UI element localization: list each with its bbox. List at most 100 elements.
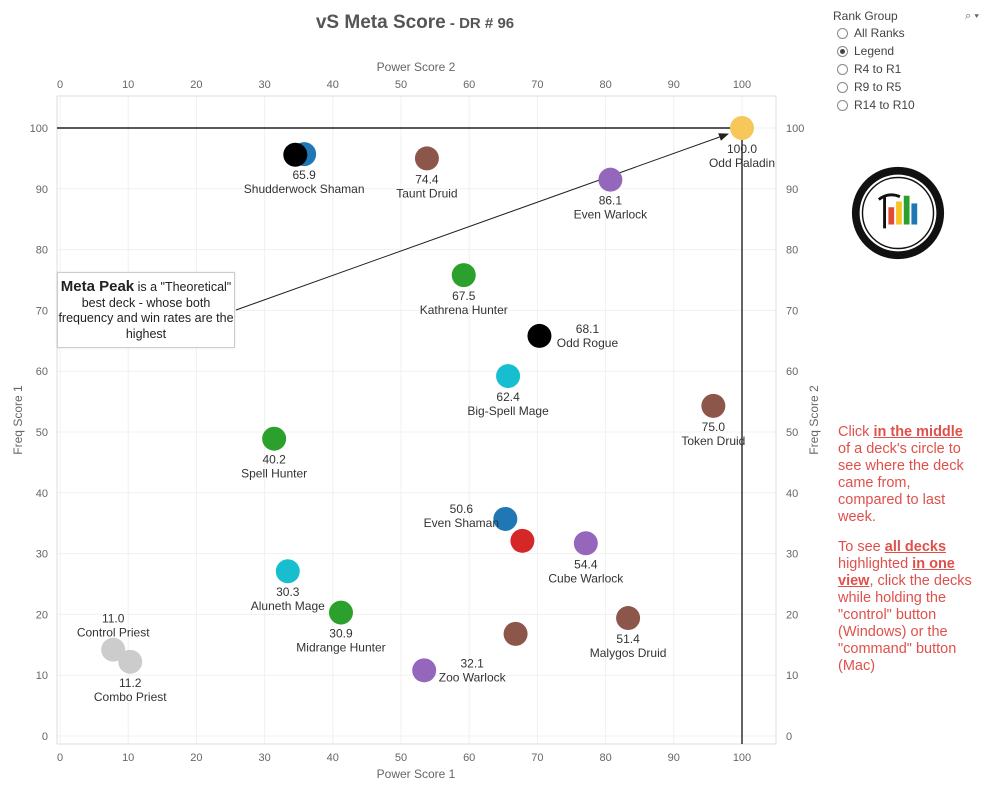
scatter-chart: 0010102020303040405050606070708080909010… [11, 60, 821, 781]
radio-icon[interactable] [837, 27, 848, 39]
deck-point [262, 426, 287, 451]
deck-point [573, 531, 598, 556]
radio-icon[interactable] [837, 63, 848, 75]
annotation-strong: Meta Peak [60, 278, 135, 295]
x-top-tick-label: 80 [599, 79, 611, 91]
deck-point [101, 637, 126, 662]
deck-name-label: Big-Spell Mage [467, 404, 549, 418]
x-bottom-axis-title: Power Score 1 [377, 767, 456, 781]
deck-name-label: Odd Rogue [557, 336, 619, 350]
option-label: Legend [854, 44, 895, 58]
filter-search-icon[interactable]: ⌕ ▾ [965, 9, 979, 22]
deck-score-label: 74.4 [415, 172, 439, 186]
deck-score-label: 100.0 [727, 142, 757, 156]
plot-area [57, 96, 776, 744]
y-right-tick-label: 50 [786, 427, 798, 439]
x-top-tick-label: 100 [733, 79, 751, 91]
deck-score-label: 11.0 [102, 612, 125, 626]
deck-score-label: 86.1 [599, 194, 623, 208]
x-top-tick-label: 60 [463, 79, 475, 91]
x-top-tick-label: 30 [258, 79, 270, 91]
x-top-tick-label: 20 [190, 79, 202, 91]
deck-point [275, 559, 300, 584]
deck-point [730, 116, 754, 140]
x-top-axis-title: Power Score 2 [377, 60, 456, 74]
filter-option-r4-r1[interactable]: R4 to R1 [833, 60, 983, 78]
y-left-tick-label: 70 [36, 305, 48, 317]
deck-point [412, 658, 437, 683]
deck-name-label: Zoo Warlock [439, 670, 507, 684]
deck-score-label: 32.1 [461, 656, 485, 670]
deck-point [451, 263, 476, 288]
x-bottom-tick-label: 60 [463, 752, 475, 764]
y-right-tick-label: 10 [786, 670, 798, 682]
x-bottom-tick-label: 90 [668, 752, 680, 764]
option-label: R14 to R10 [854, 98, 915, 112]
x-top-tick-label: 50 [395, 79, 407, 91]
note-paragraph-2: To see all decks highlighted in one view… [838, 539, 972, 674]
rank-group-filter: Rank Group ⌕ ▾ All Ranks Legend R4 to R1… [833, 8, 983, 114]
y-left-tick-label: 90 [36, 184, 48, 196]
radio-selected-icon[interactable] [837, 45, 848, 57]
deck-score-label: 30.3 [276, 585, 300, 599]
y-right-tick-label: 0 [786, 731, 792, 743]
filter-label: Rank Group [833, 9, 898, 23]
deck-point [503, 621, 528, 646]
deck-point [616, 606, 641, 631]
annotation-text: is a "Theoretical" best deck - whose bot… [58, 280, 234, 341]
y-right-tick-label: 20 [786, 609, 798, 621]
deck-name-label: Control Priest [77, 626, 150, 640]
x-bottom-tick-label: 20 [190, 752, 202, 764]
deck-point [496, 364, 521, 389]
y-right-tick-label: 100 [786, 123, 804, 135]
deck-name-label: Even Shaman [424, 516, 499, 530]
x-bottom-tick-label: 30 [258, 752, 270, 764]
filter-option-all-ranks[interactable]: All Ranks [833, 24, 983, 42]
meta-peak-annotation: Meta Peak is a "Theoretical" best deck -… [57, 272, 235, 348]
deck-name-label: Cube Warlock [548, 571, 624, 585]
y-right-axis-title: Freq Score 2 [807, 385, 821, 455]
deck-score-label: 51.4 [616, 632, 640, 646]
filter-option-r14-r10[interactable]: R14 to R10 [833, 96, 983, 114]
deck-score-label: 40.2 [262, 453, 286, 467]
x-bottom-tick-label: 70 [531, 752, 543, 764]
x-top-tick-label: 40 [327, 79, 339, 91]
deck-score-label: 50.6 [450, 502, 474, 516]
note-paragraph-1: Click in the middle of a deck's circle t… [838, 424, 964, 525]
y-right-tick-label: 80 [786, 245, 798, 257]
y-right-tick-label: 90 [786, 184, 798, 196]
option-label: R4 to R1 [854, 62, 902, 76]
deck-name-label: Even Warlock [574, 208, 649, 222]
deck-score-label: 11.2 [119, 676, 142, 690]
deck-name-label: Malygos Druid [590, 646, 667, 660]
data-reaper-report-logo [851, 166, 945, 260]
deck-name-label: Kathrena Hunter [420, 303, 508, 317]
y-left-tick-label: 0 [42, 731, 48, 743]
deck-score-label: 30.9 [329, 627, 353, 641]
deck-score-label: 54.4 [574, 557, 598, 571]
deck-score-label: 62.4 [496, 390, 520, 404]
deck-score-label: 75.0 [702, 420, 726, 434]
deck-point [598, 167, 623, 192]
y-right-tick-label: 60 [786, 366, 798, 378]
deck-point [493, 506, 518, 531]
deck-point [527, 323, 552, 348]
y-left-tick-label: 80 [36, 245, 48, 257]
y-left-tick-label: 10 [36, 670, 48, 682]
deck-name-label: Odd Paladin [709, 156, 775, 170]
option-label: R9 to R5 [854, 80, 902, 94]
x-bottom-tick-label: 0 [57, 752, 63, 764]
filter-option-legend[interactable]: Legend [833, 42, 983, 60]
deck-name-label: Combo Priest [94, 690, 167, 704]
title-sub: - DR # 96 [445, 15, 515, 32]
deck-point [118, 649, 143, 674]
x-bottom-tick-label: 50 [395, 752, 407, 764]
filter-option-r9-r5[interactable]: R9 to R5 [833, 78, 983, 96]
radio-icon[interactable] [837, 81, 848, 93]
deck-name-label: Taunt Druid [396, 186, 457, 200]
deck-score-label: 67.5 [452, 289, 476, 303]
x-bottom-tick-label: 10 [122, 752, 134, 764]
radio-icon[interactable] [837, 99, 848, 111]
x-top-tick-label: 10 [122, 79, 134, 91]
x-top-tick-label: 90 [668, 79, 680, 91]
